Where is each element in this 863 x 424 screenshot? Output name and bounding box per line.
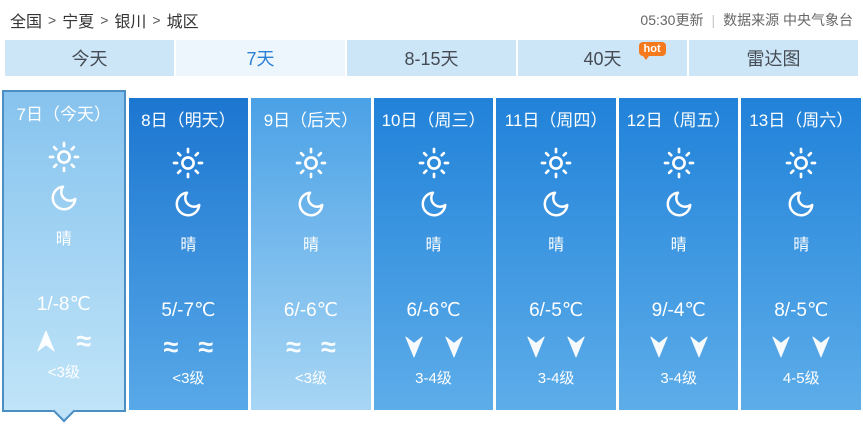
- sun-icon: [417, 147, 451, 179]
- temperature-range: 9/-4℃: [651, 300, 706, 321]
- day-column-6[interactable]: 12日（周五） 晴 9/-4℃ 3-4级: [618, 98, 739, 410]
- temperature-range: 8/-5℃: [774, 300, 829, 321]
- tab-label: 7天: [246, 49, 275, 69]
- hot-badge: hot: [638, 42, 666, 60]
- wind-south-icon: [36, 329, 56, 353]
- breadcrumb-separator: >: [100, 12, 109, 28]
- day-date: 11日（周四）: [504, 111, 608, 130]
- wind-calm-icon: ≈: [286, 332, 301, 362]
- wind-level: 3-4级: [415, 370, 452, 387]
- sun-icon: [171, 147, 205, 179]
- wind-north-icon: [566, 335, 586, 359]
- wind-calm-icon: ≈: [320, 332, 336, 362]
- wind-direction-row: [526, 333, 586, 361]
- wind-level: <3级: [47, 364, 80, 381]
- data-source: 数据来源 中央气象台: [723, 12, 853, 28]
- wind-level: <3级: [172, 370, 205, 387]
- tab-radar[interactable]: 雷达图: [689, 40, 858, 76]
- breadcrumb-separator: >: [152, 12, 161, 28]
- day-column-4[interactable]: 10日（周三） 晴 6/-6℃ 3-4级: [373, 98, 494, 410]
- forecast-tab-bar: 今天 7天 8-15天 40天 hot 雷达图: [5, 40, 858, 76]
- wind-north-icon: [811, 335, 831, 359]
- meta-divider: |: [711, 12, 716, 28]
- wind-calm-icon: ≈: [76, 326, 92, 356]
- weather-text: 晴: [55, 231, 72, 248]
- moon-icon: [419, 189, 449, 219]
- wind-direction-row: [771, 333, 831, 361]
- temperature-range: 6/-6℃: [283, 300, 338, 321]
- wind-level: <3级: [294, 370, 327, 387]
- wind-north-icon: [526, 335, 546, 359]
- temperature-range: 6/-6℃: [406, 300, 461, 321]
- sun-icon: [539, 147, 573, 179]
- tab-40day[interactable]: 40天 hot: [518, 40, 687, 76]
- day-column-5[interactable]: 11日（周四） 晴 6/-5℃ 3-4级: [496, 98, 616, 410]
- breadcrumb-separator: >: [48, 12, 57, 28]
- sun-icon: [294, 147, 328, 179]
- tab-label: 40天: [583, 49, 622, 69]
- sun-icon: [47, 141, 81, 173]
- wind-north-icon: [404, 335, 424, 359]
- breadcrumb-item-province[interactable]: 宁夏: [62, 14, 95, 31]
- wind-calm-icon: ≈: [198, 332, 214, 362]
- breadcrumb-item-country[interactable]: 全国: [10, 14, 43, 31]
- moon-icon: [786, 189, 816, 219]
- weather-text: 晴: [548, 237, 565, 254]
- temperature-range: 6/-5℃: [529, 300, 584, 321]
- tab-label: 8-15天: [404, 49, 459, 69]
- tab-8-15day[interactable]: 8-15天: [347, 40, 516, 76]
- temperature-range: 5/-7℃: [161, 300, 216, 321]
- wind-north-icon: [444, 335, 464, 359]
- wind-north-icon: [771, 335, 791, 359]
- day-column-2[interactable]: 8日（明天） 晴 5/-7℃ ≈ ≈ <3级: [128, 98, 249, 410]
- wind-direction-row: [649, 333, 709, 361]
- forecast-columns: 7日（今天） 晴 1/-8℃ ≈ <3级 8日（明天） 晴 5/-7℃ ≈ ≈ …: [2, 90, 862, 412]
- weather-text: 晴: [793, 237, 810, 254]
- day-date: 8日（明天）: [141, 111, 236, 130]
- tab-label: 今天: [71, 49, 108, 69]
- moon-icon: [173, 189, 203, 219]
- moon-icon: [664, 189, 694, 219]
- day-date: 7日（今天）: [16, 105, 112, 124]
- wind-level: 4-5级: [782, 370, 820, 387]
- temperature-range: 1/-8℃: [36, 294, 91, 315]
- breadcrumb-item-city[interactable]: 银川: [114, 14, 147, 31]
- day-column-3[interactable]: 9日（后天） 晴 6/-6℃ ≈ ≈ <3级: [251, 98, 371, 410]
- wind-north-icon: [689, 335, 709, 359]
- top-bar: 全国 > 宁夏 > 银川 > 城区 05:30更新 | 数据来源 中央气象台: [0, 0, 863, 36]
- tab-7day[interactable]: 7天: [176, 40, 345, 76]
- day-date: 9日（后天）: [263, 111, 359, 130]
- tab-today[interactable]: 今天: [5, 40, 174, 76]
- weather-text: 晴: [302, 237, 319, 254]
- sun-icon: [662, 147, 696, 179]
- wind-direction-row: [404, 333, 464, 361]
- breadcrumb: 全国 > 宁夏 > 银川 > 城区: [10, 8, 199, 32]
- day-date: 12日（周五）: [626, 111, 731, 130]
- day-column-1[interactable]: 7日（今天） 晴 1/-8℃ ≈ <3级: [2, 90, 126, 412]
- day-date: 10日（周三）: [381, 111, 486, 130]
- weather-text: 晴: [180, 237, 197, 254]
- wind-direction-row: ≈ ≈: [286, 333, 336, 361]
- breadcrumb-item-district[interactable]: 城区: [166, 14, 199, 31]
- sun-icon: [784, 147, 818, 179]
- weather-text: 晴: [425, 237, 442, 254]
- data-source-info: 05:30更新 | 数据来源 中央气象台: [640, 10, 853, 30]
- wind-north-icon: [649, 335, 669, 359]
- wind-calm-icon: ≈: [163, 332, 179, 362]
- weather-text: 晴: [670, 237, 687, 254]
- wind-level: 3-4级: [537, 370, 575, 387]
- wind-direction-row: ≈: [36, 327, 91, 355]
- moon-icon: [541, 189, 571, 219]
- tab-label: 雷达图: [746, 49, 801, 69]
- moon-icon: [296, 189, 326, 219]
- update-time: 05:30更新: [640, 12, 704, 28]
- moon-icon: [49, 183, 79, 213]
- wind-direction-row: ≈ ≈: [164, 333, 214, 361]
- wind-level: 3-4级: [660, 370, 698, 387]
- day-column-7[interactable]: 13日（周六） 晴 8/-5℃ 4-5级: [741, 98, 862, 410]
- day-date: 13日（周六）: [749, 111, 854, 130]
